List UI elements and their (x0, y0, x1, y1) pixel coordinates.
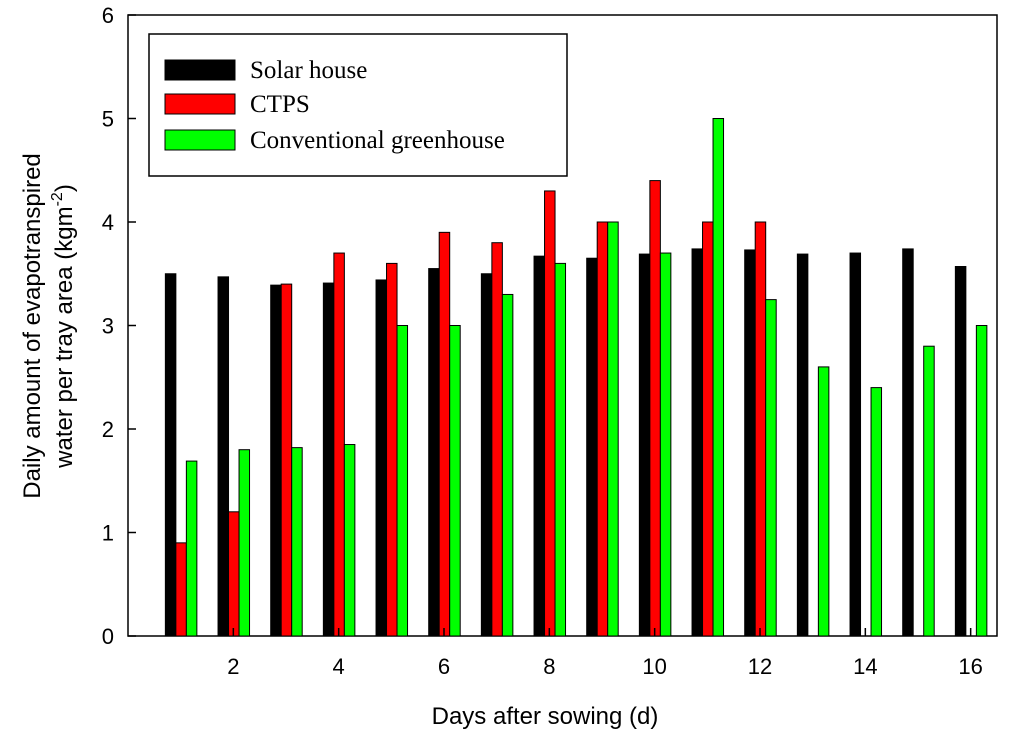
bar-conventional-greenhouse-day-8 (554, 262, 567, 637)
bar-ctps-day-9 (596, 221, 609, 637)
bar-conventional-greenhouse-day-11 (712, 118, 725, 637)
bars-group (164, 118, 988, 637)
y-tick-label-2: 2 (102, 417, 114, 442)
bar-conventional-greenhouse-day-5 (396, 325, 409, 637)
bar-solar-house-day-1 (164, 273, 177, 637)
legend-label-conventional-greenhouse: Conventional greenhouse (250, 127, 505, 154)
y-axis-title-close: ) (51, 184, 78, 192)
y-tick-label-6: 6 (102, 3, 114, 28)
y-axis-title-exponent: -2 (49, 192, 66, 206)
bar-conventional-greenhouse-day-14 (870, 387, 883, 637)
x-tick-label-8: 8 (543, 654, 555, 679)
bar-ctps-day-5 (386, 262, 398, 637)
legend-swatch-ctps (164, 93, 236, 115)
x-tick-label-4: 4 (333, 654, 345, 679)
bar-solar-house-day-5 (375, 279, 388, 637)
bar-solar-house-day-16 (954, 266, 967, 637)
legend: Solar house CTPS Conventional greenhouse (148, 33, 568, 177)
bar-ctps-day-7 (491, 242, 503, 637)
bar-ctps-day-2 (228, 511, 240, 637)
bar-solar-house-day-7 (480, 273, 493, 637)
bar-ctps-day-11 (702, 221, 714, 637)
bar-conventional-greenhouse-day-15 (923, 345, 935, 637)
legend-swatch-solar-house (164, 59, 236, 81)
x-axis-title: Days after sowing (d) (432, 703, 659, 730)
bar-conventional-greenhouse-day-10 (659, 252, 672, 637)
y-tick-label-4: 4 (102, 210, 114, 235)
bar-solar-house-day-9 (586, 257, 598, 637)
x-tick-label-14: 14 (853, 654, 877, 679)
bar-conventional-greenhouse-day-1 (185, 460, 198, 637)
bar-conventional-greenhouse-day-4 (343, 444, 356, 637)
x-tick-label-10: 10 (642, 654, 666, 679)
y-axis-title-line1: Daily amount of evapotranspired (19, 153, 46, 499)
x-tick-label-16: 16 (958, 654, 982, 679)
bar-solar-house-day-12 (744, 249, 756, 637)
y-tick-label-5: 5 (102, 107, 114, 132)
bar-solar-house-day-8 (533, 255, 546, 637)
legend-label-solar-house: Solar house (250, 57, 367, 84)
x-tick-label-6: 6 (438, 654, 450, 679)
y-tick-label-3: 3 (102, 314, 114, 339)
y-axis-title-line2-main: water per tray area (kgm (51, 206, 78, 468)
bar-solar-house-day-3 (270, 284, 282, 637)
bar-ctps-day-6 (438, 231, 451, 637)
bar-conventional-greenhouse-day-3 (291, 447, 303, 637)
y-axis-title-line2: water per tray area (kgm-2) (49, 184, 78, 469)
y-axis-title: Daily amount of evapotranspired water pe… (19, 153, 78, 499)
bar-conventional-greenhouse-day-7 (501, 293, 514, 637)
bar-ctps-day-3 (280, 283, 293, 637)
bar-ctps-day-1 (175, 542, 187, 637)
y-axis: 0 1 2 3 4 5 6 (102, 3, 136, 649)
bar-conventional-greenhouse-day-13 (817, 366, 830, 637)
bar-solar-house-day-15 (902, 248, 914, 637)
bar-solar-house-day-10 (638, 253, 651, 637)
bar-solar-house-day-14 (849, 252, 862, 637)
x-tick-label-12: 12 (748, 654, 772, 679)
bar-solar-house-day-6 (428, 268, 440, 637)
y-tick-label-0: 0 (102, 624, 114, 649)
bar-conventional-greenhouse-day-9 (607, 221, 619, 637)
y-tick-label-1: 1 (102, 521, 114, 546)
bar-ctps-day-8 (544, 190, 556, 637)
bar-solar-house-day-11 (691, 248, 704, 637)
bar-conventional-greenhouse-day-2 (238, 449, 251, 637)
x-axis: 2 4 6 8 10 12 14 16 (227, 628, 983, 679)
bar-ctps-day-4 (333, 252, 345, 637)
bar-ctps-day-10 (649, 180, 661, 637)
x-tick-label-2: 2 (227, 654, 239, 679)
bar-solar-house-day-13 (796, 253, 809, 637)
bar-conventional-greenhouse-day-6 (449, 325, 461, 637)
legend-label-ctps: CTPS (250, 91, 310, 118)
bar-conventional-greenhouse-day-12 (765, 299, 777, 637)
bar-ctps-day-12 (754, 221, 767, 637)
bar-conventional-greenhouse-day-16 (975, 325, 988, 637)
bar-solar-house-day-2 (217, 276, 230, 637)
legend-swatch-conventional-greenhouse (164, 129, 236, 151)
bar-solar-house-day-4 (322, 282, 335, 637)
